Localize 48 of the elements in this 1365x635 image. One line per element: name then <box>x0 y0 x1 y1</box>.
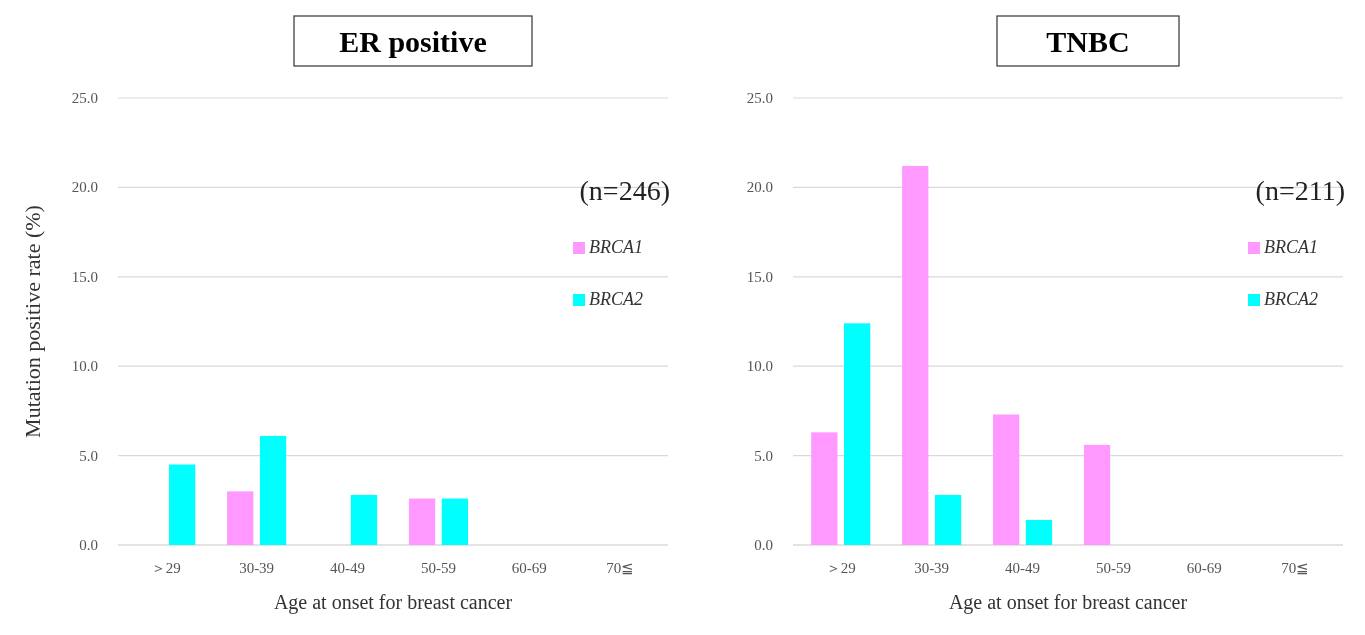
bar <box>408 498 436 545</box>
y-tick-label: 0.0 <box>79 537 98 553</box>
x-tick-label: 70≦ <box>606 560 635 576</box>
bar <box>169 464 196 545</box>
x-axis-title: Age at onset for breast cancer <box>273 591 513 614</box>
legend-label: BRCA2 <box>1264 289 1318 309</box>
y-tick-label: 10.0 <box>71 358 98 375</box>
y-tick-label: 25.0 <box>746 90 773 106</box>
bar <box>441 498 468 545</box>
chart-title: TNBC <box>1046 25 1130 58</box>
x-tick-label: 50-59 <box>1095 560 1131 576</box>
bar <box>811 432 838 545</box>
y-tick-label: 25.0 <box>71 90 98 106</box>
bar <box>993 414 1020 545</box>
bar <box>259 435 287 545</box>
x-tick-label: 60-69 <box>1186 560 1222 576</box>
y-axis-title: Mutation positive rate (%) <box>20 205 45 438</box>
y-tick-label: 20.0 <box>71 179 98 196</box>
legend-label: BRCA1 <box>1264 237 1318 257</box>
bar <box>227 491 254 545</box>
bar <box>1025 519 1053 545</box>
bar <box>350 494 378 545</box>
y-tick-label: 5.0 <box>754 447 773 464</box>
x-tick-label: 70≦ <box>1281 560 1310 576</box>
x-tick-label: 30-39 <box>914 560 950 576</box>
legend-label: BRCA1 <box>589 237 643 257</box>
y-tick-label: 20.0 <box>746 179 773 196</box>
bar <box>844 323 871 545</box>
y-tick-label: 5.0 <box>79 447 98 464</box>
x-tick-label: ＞29 <box>825 560 856 576</box>
x-axis-title: Age at onset for breast cancer <box>948 591 1188 614</box>
x-tick-label: 40-49 <box>330 560 366 576</box>
annotation: (n=246) <box>579 175 670 206</box>
y-tick-label: 10.0 <box>746 358 773 375</box>
y-tick-label: 15.0 <box>746 268 773 285</box>
bar <box>1083 444 1111 545</box>
x-tick-label: 60-69 <box>511 560 547 576</box>
y-tick-label: 0.0 <box>754 537 773 553</box>
x-tick-label: 50-59 <box>420 560 456 576</box>
x-tick-label: 30-39 <box>239 560 275 576</box>
bar <box>934 494 962 545</box>
x-tick-label: ＞29 <box>150 560 181 576</box>
y-tick-label: 15.0 <box>71 268 98 285</box>
bar <box>902 165 929 545</box>
chart-title: ER positive <box>339 25 487 58</box>
x-tick-label: 40-49 <box>1005 560 1041 576</box>
annotation: (n=211) <box>1255 175 1345 206</box>
legend-label: BRCA2 <box>589 289 643 309</box>
